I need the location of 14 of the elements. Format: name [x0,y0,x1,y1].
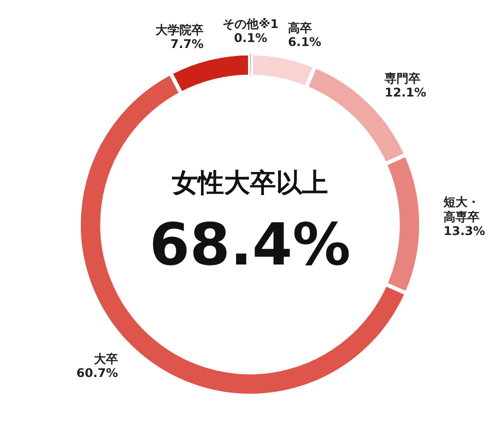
slice-label: 専門卒 [384,72,421,86]
slice-label: 大卒 [94,352,118,366]
text: 女性大卒以上 [171,168,328,198]
slice-label: 高卒 [288,20,312,35]
data-label: 0.1% [234,31,268,46]
text: 68.4% [149,210,351,279]
data-label: 6.1% [288,34,322,49]
slice-label: 短大・高専卒 [442,195,480,224]
slice-label: 大学院卒 [156,22,204,37]
data-label: 7.7% [170,36,204,51]
data-label: 13.3% [444,224,486,238]
slice-label: その他※1 [222,17,279,32]
data-label: 12.1% [384,86,426,100]
data-label: 60.7% [76,366,118,380]
